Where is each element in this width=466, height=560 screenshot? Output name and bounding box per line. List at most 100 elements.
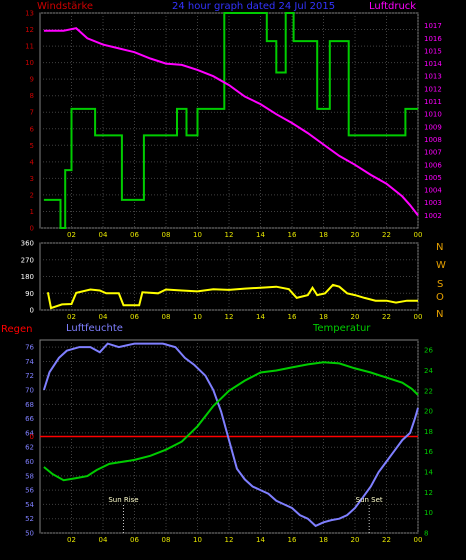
- y-left-tick-label: 8: [30, 92, 34, 100]
- x-tick-label: 12: [225, 231, 234, 239]
- x-tick-label: 14: [256, 536, 265, 544]
- x-tick-label: 10: [193, 313, 202, 321]
- y-right-tick-label: 24: [424, 367, 433, 375]
- x-tick-label: 00: [414, 231, 423, 239]
- compass-label-o: O: [436, 292, 444, 303]
- x-tick-label: 02: [67, 313, 76, 321]
- series-line-luftdruck: [43, 27, 419, 217]
- y-left-tick-label: 90: [25, 290, 34, 298]
- series-line-windrichtung: [46, 283, 418, 310]
- y-left-tick-label: 9: [30, 76, 34, 84]
- y-left-tick-label: 4: [30, 158, 35, 166]
- temperature-label: Temperatur: [312, 323, 371, 334]
- y-left-tick-label: 1: [30, 208, 34, 216]
- x-tick-label: 18: [319, 536, 328, 544]
- x-tick-label: 20: [351, 536, 360, 544]
- y-left-tick-label: 11: [25, 43, 34, 51]
- x-tick-label: 04: [99, 231, 108, 239]
- x-tick-label: 00: [414, 536, 423, 544]
- x-tick-label: 12: [225, 313, 234, 321]
- y-left-tick-label: 13: [25, 10, 34, 18]
- y-left-tick-label: 7: [30, 109, 34, 117]
- x-tick-label: 04: [99, 313, 108, 321]
- y-right-tick-label: 1002: [424, 212, 442, 220]
- x-tick-label: 10: [193, 231, 202, 239]
- y-left-tick-label: 3: [30, 175, 34, 183]
- x-tick-label: 14: [256, 313, 265, 321]
- y-left-tick-label: 12: [25, 26, 34, 34]
- y-right-tick-label: 22: [424, 387, 433, 395]
- compass-label-w: W: [436, 260, 446, 271]
- x-tick-label: 02: [67, 231, 76, 239]
- y-left-tick-label: 76: [25, 344, 34, 352]
- y-left-tick-label: 64: [25, 429, 34, 437]
- x-tick-label: 10: [193, 536, 202, 544]
- y-left-tick-label: 62: [25, 444, 34, 452]
- compass-label-n-top: N: [436, 242, 443, 253]
- x-tick-label: 20: [351, 313, 360, 321]
- y-left-tick-label: 68: [25, 401, 34, 409]
- y-right-tick-label: 1005: [424, 174, 442, 182]
- y-left-tick-label: 2: [30, 191, 34, 199]
- x-tick-label: 20: [351, 231, 360, 239]
- x-tick-label: 14: [256, 231, 265, 239]
- x-tick-label: 16: [288, 231, 297, 239]
- y-right-tick-label: 12: [424, 489, 433, 497]
- y-left-tick-label: 66: [25, 415, 34, 423]
- x-tick-label: 16: [288, 536, 297, 544]
- y-left-tick-label: 56: [25, 487, 34, 495]
- x-tick-label: 08: [162, 231, 171, 239]
- x-tick-label: 06: [130, 313, 139, 321]
- compass-label-n-bottom: N: [436, 309, 443, 320]
- y-right-tick-label: 1015: [424, 47, 442, 55]
- y-right-tick-label: 1016: [424, 35, 442, 43]
- y-right-tick-label: 1004: [424, 187, 442, 195]
- y-left-tick-label: 10: [25, 59, 34, 67]
- x-tick-label: 08: [162, 313, 171, 321]
- x-tick-label: 08: [162, 536, 171, 544]
- y-left-tick-label: 5: [30, 142, 34, 150]
- rain-label: Regen: [1, 324, 33, 335]
- y-left-tick-label: 58: [25, 472, 34, 480]
- humidity-label: Luftfeuchte: [66, 323, 123, 334]
- y-right-tick-label: 1010: [424, 111, 442, 119]
- chart-date-title: 24 hour graph dated 24 Jul 2015: [172, 1, 335, 12]
- y-left-tick-label: 0: [30, 225, 34, 233]
- x-tick-label: 22: [382, 536, 391, 544]
- y-right-tick-label: 18: [424, 428, 433, 436]
- y-right-tick-label: 26: [424, 347, 433, 355]
- x-tick-label: 04: [99, 536, 108, 544]
- y-right-tick-label: 1012: [424, 85, 442, 93]
- compass-label-s: S: [437, 279, 443, 290]
- x-tick-label: 00: [414, 313, 423, 321]
- y-left-tick-label: 270: [21, 256, 34, 264]
- y-right-tick-label: 1006: [424, 161, 442, 169]
- y-left-tick-label: 74: [25, 358, 34, 366]
- x-tick-label: 06: [130, 536, 139, 544]
- x-tick-label: 16: [288, 313, 297, 321]
- x-tick-label: 02: [67, 536, 76, 544]
- y-right-tick-label: 14: [424, 469, 433, 477]
- y-right-tick-label: 20: [424, 408, 433, 416]
- y-left-tick-label: 72: [25, 372, 34, 380]
- y-left-tick-label: 0: [30, 307, 34, 315]
- y-left-tick-label: 6: [30, 125, 35, 133]
- rain-tick-label: 0: [30, 433, 34, 441]
- y-right-tick-label: 8: [424, 530, 428, 538]
- x-tick-label: 06: [130, 231, 139, 239]
- pressure-title: Luftdruck: [369, 1, 416, 12]
- sun-annotation-label: Sun Set: [356, 496, 383, 504]
- wind-title: Windstärke: [37, 1, 93, 12]
- y-left-tick-label: 52: [25, 515, 34, 523]
- y-left-tick-label: 50: [25, 530, 34, 538]
- y-left-tick-label: 180: [21, 273, 34, 281]
- series-line-luftfeuchte: [42, 342, 419, 528]
- y-right-tick-label: 1011: [424, 98, 442, 106]
- y-right-tick-label: 1007: [424, 149, 442, 157]
- x-tick-label: 18: [319, 313, 328, 321]
- series-line-windstärke: [43, 12, 418, 229]
- y-right-tick-label: 10: [424, 509, 433, 517]
